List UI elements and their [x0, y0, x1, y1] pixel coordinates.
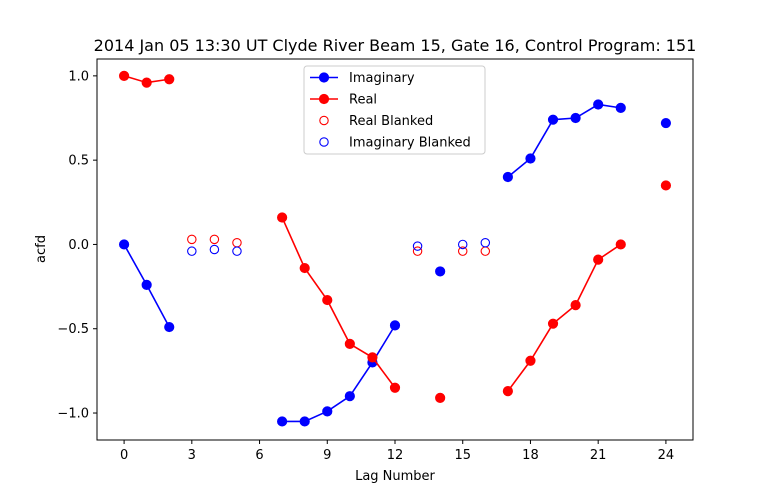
x-tick-label: 3 — [188, 448, 196, 463]
imaginary-point — [141, 279, 152, 291]
imaginary-point — [593, 99, 604, 110]
imaginary-blanked-point — [232, 246, 242, 256]
plot-area — [118, 70, 672, 427]
real-blanked-point — [457, 246, 468, 256]
real-point — [525, 355, 536, 366]
y-tick-label: −0.5 — [57, 322, 89, 337]
imaginary-point — [502, 171, 513, 183]
real-point — [344, 338, 355, 350]
y-axis: −1.0 −0.5 0.0 0.5 1.0 — [57, 69, 97, 422]
x-tick-label: 18 — [522, 448, 539, 463]
imaginary-point — [164, 321, 175, 333]
real-point — [660, 180, 672, 191]
imaginary-blanked-point — [187, 246, 197, 256]
real-point — [367, 352, 378, 363]
real-blanked-point — [412, 246, 423, 256]
real-point — [322, 294, 333, 306]
x-tick-label: 0 — [120, 448, 128, 463]
x-tick-label: 24 — [658, 448, 675, 463]
real-point — [615, 239, 626, 250]
legend-imaginary-blanked-label: Imaginary Blanked — [349, 136, 471, 151]
imaginary-point — [525, 153, 536, 164]
real-blanked-point — [209, 234, 220, 245]
real-point — [277, 212, 288, 223]
legend-imaginary-marker — [318, 72, 330, 83]
real-point — [389, 382, 401, 393]
y-tick-label: 0.5 — [68, 154, 89, 169]
real-point — [164, 74, 175, 85]
real-point — [299, 262, 310, 274]
real-point — [547, 318, 559, 329]
real-point — [593, 254, 604, 265]
imaginary-blanked-point — [480, 238, 491, 248]
legend-imaginary-label: Imaginary — [349, 71, 415, 86]
imaginary-point — [615, 102, 626, 113]
imaginary-blanked-point — [457, 239, 468, 250]
imaginary-point — [344, 391, 355, 402]
x-tick-label: 21 — [590, 448, 607, 463]
x-tick-label: 6 — [255, 448, 263, 463]
y-tick-label: 0.0 — [68, 238, 89, 253]
real-point — [435, 392, 446, 403]
y-tick-label: −1.0 — [57, 407, 89, 422]
real-point — [502, 386, 513, 397]
legend-real-blanked-label: Real Blanked — [349, 114, 433, 129]
y-tick-label: 1.0 — [68, 69, 89, 84]
real-blanked-point — [187, 234, 197, 245]
x-tick-label: 12 — [387, 448, 404, 463]
imaginary-blanked-point — [209, 244, 220, 255]
legend-box — [303, 65, 486, 155]
x-tick-label: 9 — [323, 448, 331, 463]
legend-imaginary-blanked-marker — [319, 137, 329, 147]
imaginary-point — [660, 117, 672, 129]
imaginary-blanked-point — [412, 241, 423, 251]
y-axis-label: acfd — [34, 235, 49, 263]
real-line — [281, 217, 396, 389]
imaginary-point — [547, 114, 559, 125]
x-axis: 0 3 6 9 12 15 18 21 24 — [120, 440, 674, 463]
real-point — [118, 70, 130, 81]
imaginary-point — [277, 416, 288, 427]
imaginary-point — [118, 239, 130, 250]
real-point — [570, 300, 581, 311]
chart-title: 2014 Jan 05 13:30 UT Clyde River Beam 15… — [94, 36, 697, 55]
imaginary-point — [570, 112, 581, 124]
legend-real-marker — [318, 93, 330, 105]
real-point — [141, 77, 152, 88]
legend: Imaginary Real Real Blanked Imaginary Blank… — [303, 65, 486, 155]
imaginary-point — [389, 320, 401, 331]
x-axis-label: Lag Number — [355, 469, 435, 484]
imaginary-point — [322, 406, 333, 417]
x-tick-label: 15 — [454, 448, 471, 463]
imaginary-point — [299, 416, 310, 427]
legend-real-label: Real — [349, 93, 377, 108]
imaginary-point — [435, 266, 446, 277]
legend-real-blanked-marker — [319, 115, 329, 126]
